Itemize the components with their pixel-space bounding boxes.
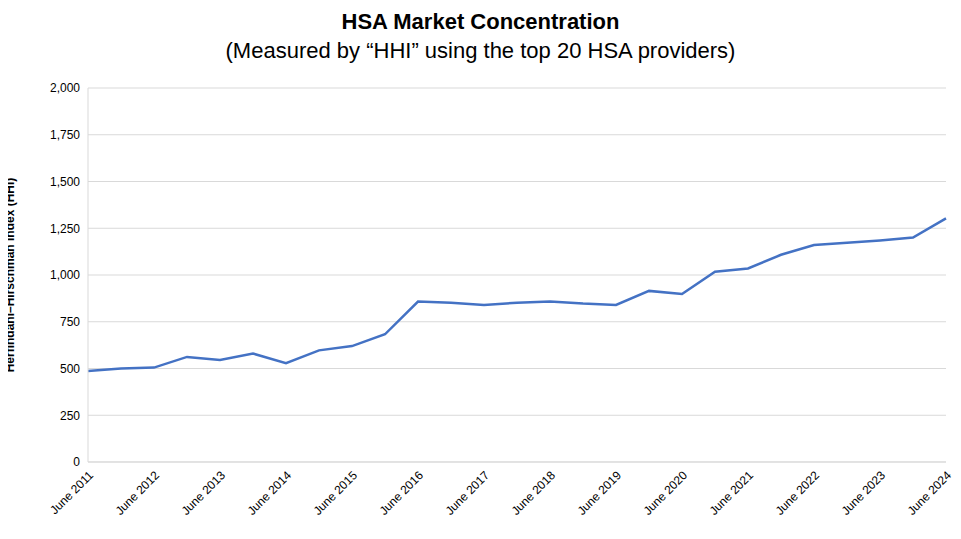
svg-text:June 2014: June 2014 bbox=[245, 468, 295, 518]
svg-text:June 2023: June 2023 bbox=[839, 468, 889, 518]
svg-text:1,500: 1,500 bbox=[50, 175, 80, 189]
svg-text:June 2012: June 2012 bbox=[113, 468, 163, 518]
html-text:HSA Market Concentration: HSA Market Concentration bbox=[341, 9, 620, 34]
svg-text:June 2015: June 2015 bbox=[311, 468, 361, 518]
svg-text:June 2017: June 2017 bbox=[443, 468, 493, 518]
svg-text:June 2013: June 2013 bbox=[179, 468, 229, 518]
svg-text:1,750: 1,750 bbox=[50, 128, 80, 142]
svg-text:June 2022: June 2022 bbox=[773, 468, 823, 518]
html-text:(Measured by “HHI” using the t: (Measured by “HHI” using the top 20 HSA … bbox=[225, 38, 736, 63]
svg-text:1,250: 1,250 bbox=[50, 222, 80, 236]
svg-text:2,000: 2,000 bbox=[50, 81, 80, 95]
svg-text:June 2018: June 2018 bbox=[509, 468, 559, 518]
svg-text:250: 250 bbox=[60, 409, 80, 423]
svg-text:June 2020: June 2020 bbox=[641, 468, 691, 518]
svg-text:June 2016: June 2016 bbox=[377, 468, 427, 518]
svg-text:June 2019: June 2019 bbox=[575, 468, 625, 518]
svg-text:June 2024: June 2024 bbox=[905, 468, 953, 518]
svg-text:0: 0 bbox=[73, 455, 80, 469]
svg-text:1,000: 1,000 bbox=[50, 268, 80, 282]
svg-text:Herfindahl–Hirschman Index (HH: Herfindahl–Hirschman Index (HHI) bbox=[8, 178, 17, 373]
svg-text:500: 500 bbox=[60, 362, 80, 376]
svg-text:June 2011: June 2011 bbox=[47, 468, 96, 517]
svg-text:750: 750 bbox=[60, 315, 80, 329]
svg-text:June 2021: June 2021 bbox=[707, 468, 757, 518]
